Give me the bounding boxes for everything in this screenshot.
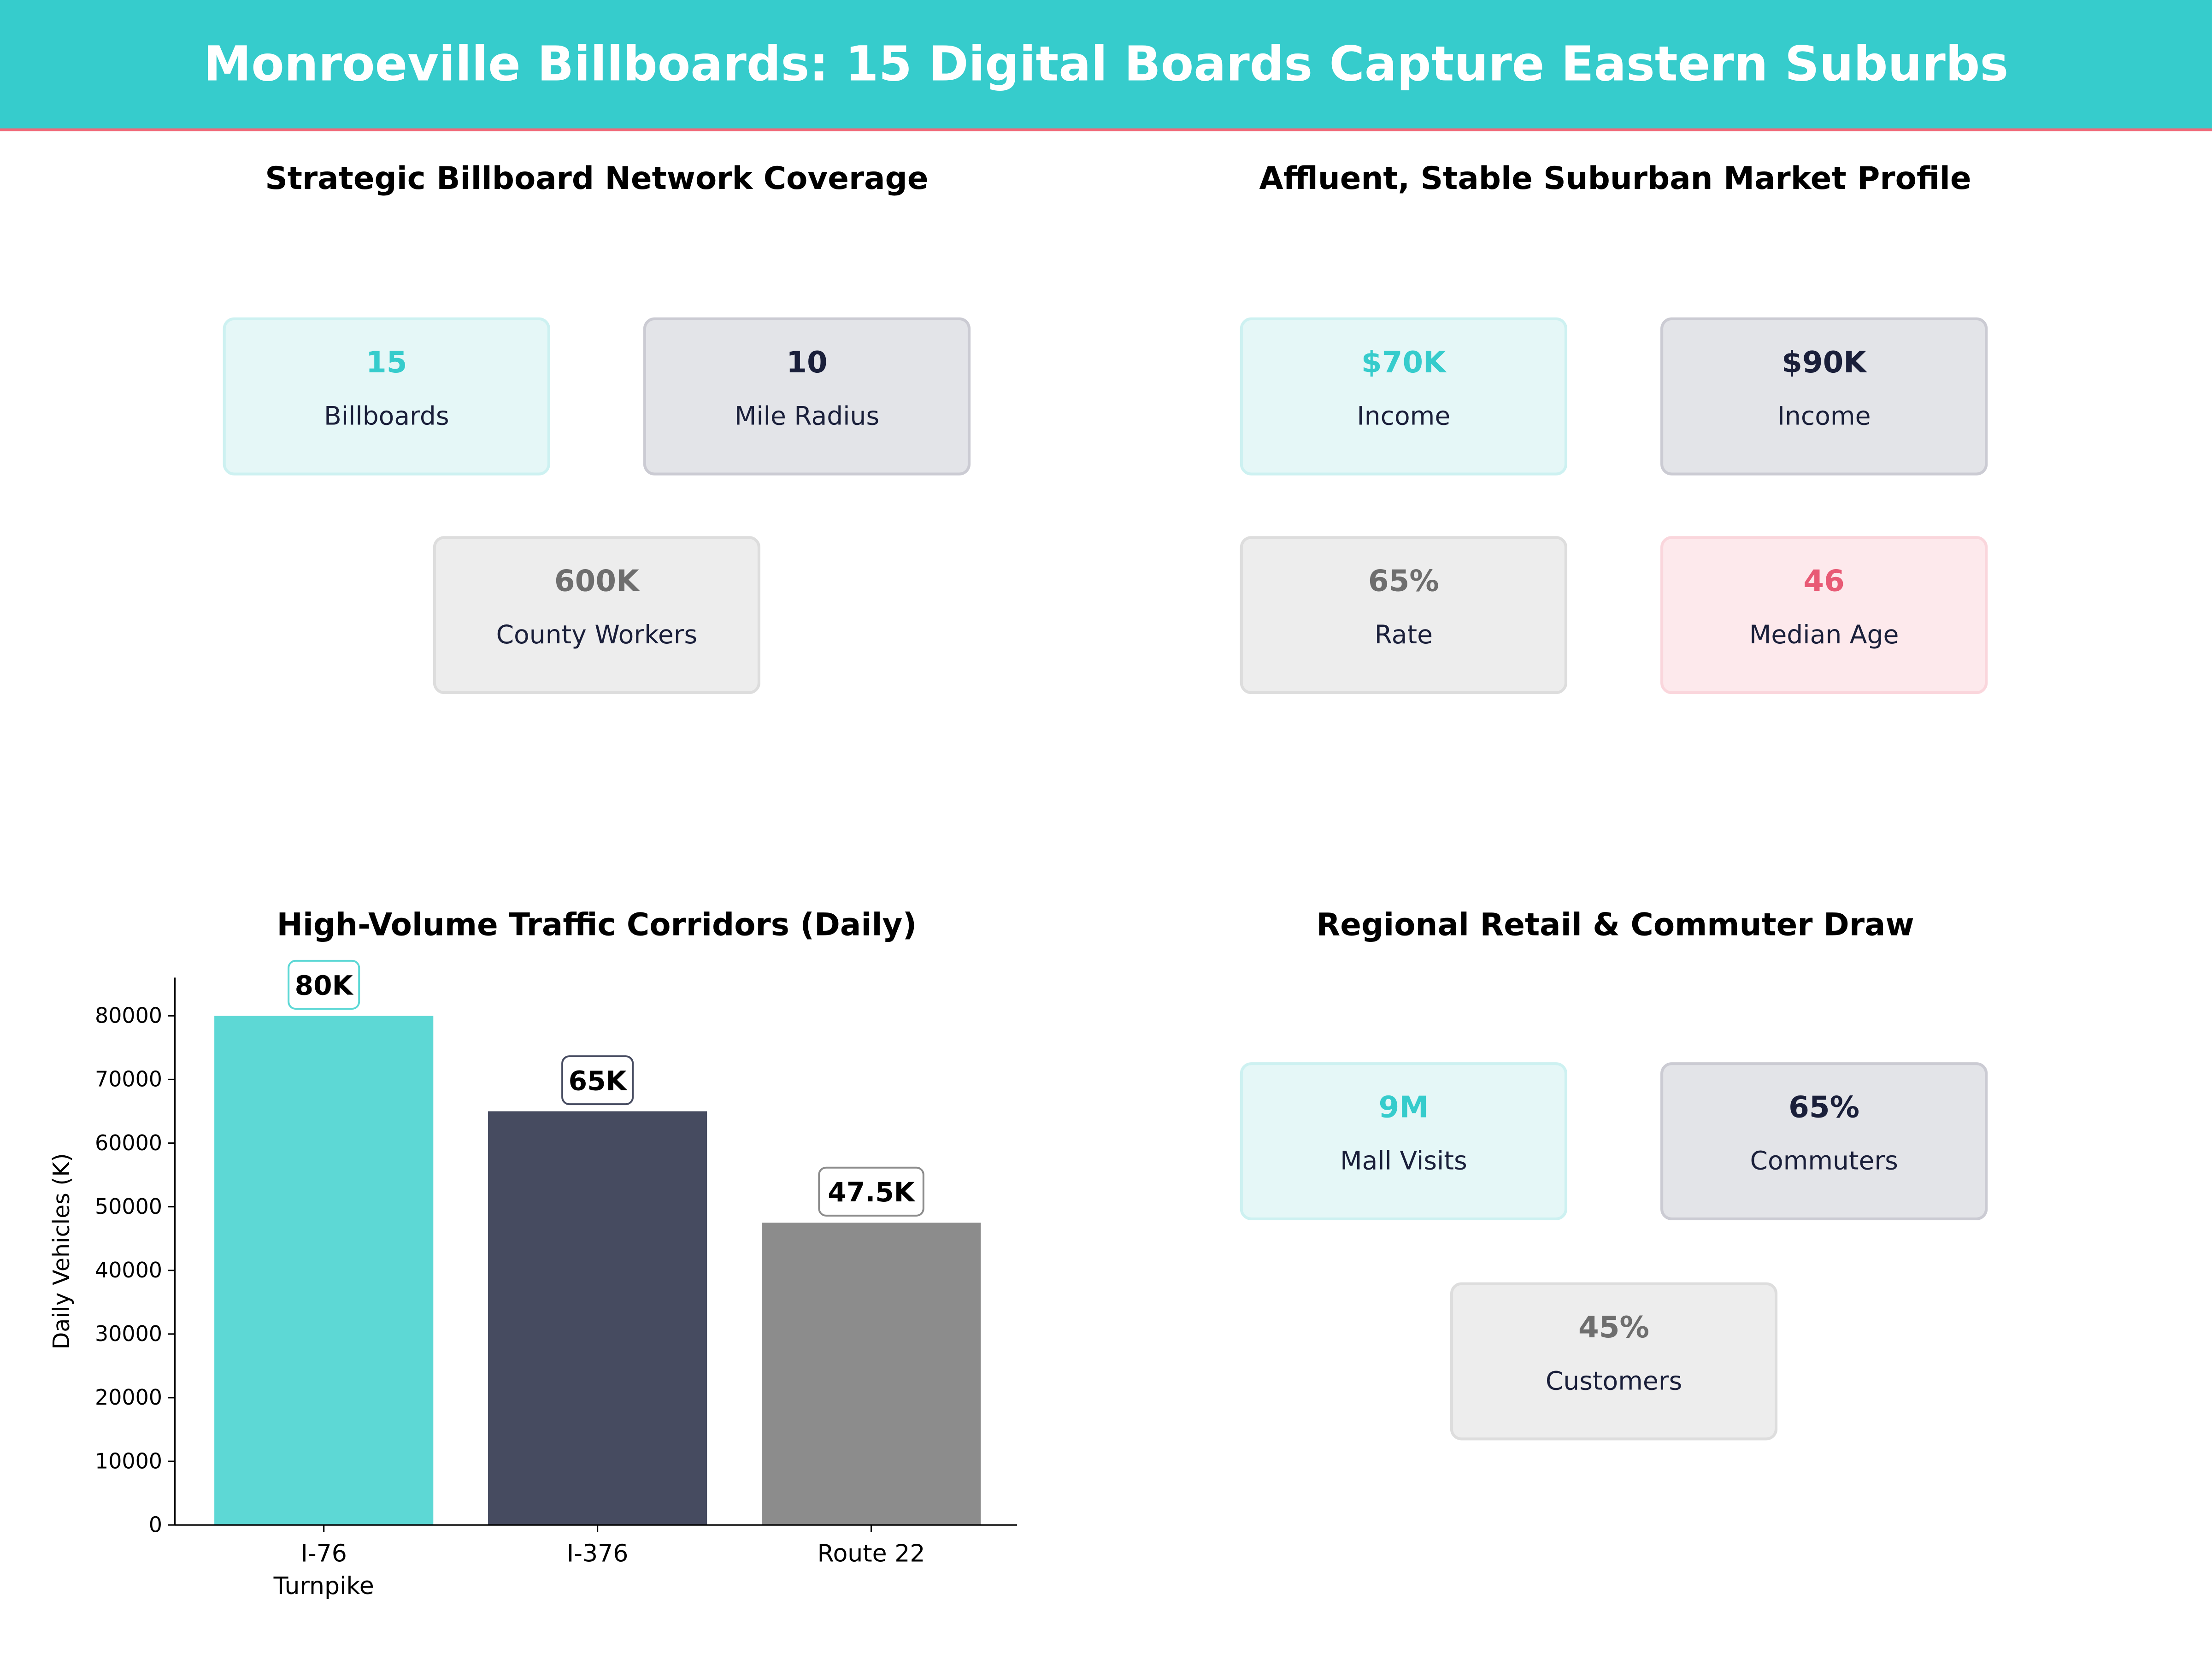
stat-value: $70K: [1361, 345, 1446, 380]
stat-value: 9M: [1378, 1090, 1429, 1124]
bar: [488, 1111, 707, 1525]
market-stat-card: $70K Income: [1240, 317, 1567, 476]
stat-label: Median Age: [1749, 620, 1899, 651]
market-stat-card: 65% Rate: [1240, 536, 1567, 694]
retail-stat-card: 65% Commuters: [1660, 1062, 1988, 1220]
stat-label: Income: [1357, 402, 1451, 432]
chart-title: High-Volume Traffic Corridors (Daily): [276, 908, 917, 944]
y-tick-label: 80000: [95, 1003, 162, 1028]
page-title: Monroeville Billboards: 15 Digital Board…: [203, 36, 2009, 93]
stat-value: 46: [1803, 564, 1845, 598]
stat-value: $90K: [1782, 345, 1867, 380]
retail-stat-card: 45% Customers: [1450, 1282, 1778, 1441]
stat-label: Customers: [1545, 1367, 1683, 1397]
retail-stat-card: 9M Mall Visits: [1240, 1062, 1567, 1220]
header-banner: Monroeville Billboards: 15 Digital Board…: [0, 0, 2212, 131]
y-tick-label: 0: [149, 1512, 162, 1537]
stat-label: Mall Visits: [1340, 1147, 1467, 1177]
stat-label: Mile Radius: [734, 402, 880, 432]
stat-label: Income: [1777, 402, 1871, 432]
stat-label: Billboards: [324, 402, 449, 432]
x-tick-label: Turnpike: [273, 1572, 374, 1600]
y-tick-label: 40000: [95, 1258, 162, 1282]
stat-label: Commuters: [1750, 1147, 1898, 1177]
stat-label: Rate: [1374, 620, 1433, 651]
data-label: 47.5K: [828, 1177, 915, 1208]
stat-value: 65%: [1788, 1090, 1860, 1124]
retail-panel-title: Regional Retail & Commuter Draw: [1316, 908, 1914, 944]
stat-value: 15: [365, 345, 407, 380]
market-stat-card: 46 Median Age: [1660, 536, 1988, 694]
coverage-stat-card: 15 Billboards: [223, 317, 550, 476]
stat-value: 10: [786, 345, 828, 380]
stat-value: 65%: [1368, 564, 1439, 598]
market-stat-card: $90K Income: [1660, 317, 1988, 476]
y-tick-label: 60000: [95, 1130, 162, 1155]
data-label-box: [818, 1166, 924, 1217]
y-tick-label: 70000: [95, 1067, 162, 1092]
market-panel-title: Affluent, Stable Suburban Market Profile: [1259, 162, 1971, 198]
stat-value: 600K: [554, 564, 639, 598]
x-tick-label: I-76: [301, 1540, 347, 1568]
coverage-panel-title: Strategic Billboard Network Coverage: [265, 162, 929, 198]
y-tick-label: 50000: [95, 1194, 162, 1219]
x-tick-label: I-376: [567, 1540, 628, 1568]
data-label-box: [561, 1055, 634, 1106]
bar: [214, 1016, 434, 1525]
y-axis-label: Daily Vehicles (K): [48, 1153, 75, 1349]
stat-label: County Workers: [496, 620, 698, 651]
data-label-box: [288, 959, 360, 1010]
y-tick-label: 20000: [95, 1385, 162, 1410]
bar: [761, 1223, 981, 1525]
coverage-stat-card: 10 Mile Radius: [643, 317, 971, 476]
y-tick-label: 10000: [95, 1448, 162, 1473]
coverage-stat-card: 600K County Workers: [433, 536, 760, 694]
stat-value: 45%: [1578, 1310, 1649, 1345]
y-tick-label: 30000: [95, 1321, 162, 1346]
data-label: 65K: [569, 1065, 628, 1097]
x-tick-label: Route 22: [818, 1540, 925, 1568]
data-label: 80K: [295, 970, 354, 1001]
